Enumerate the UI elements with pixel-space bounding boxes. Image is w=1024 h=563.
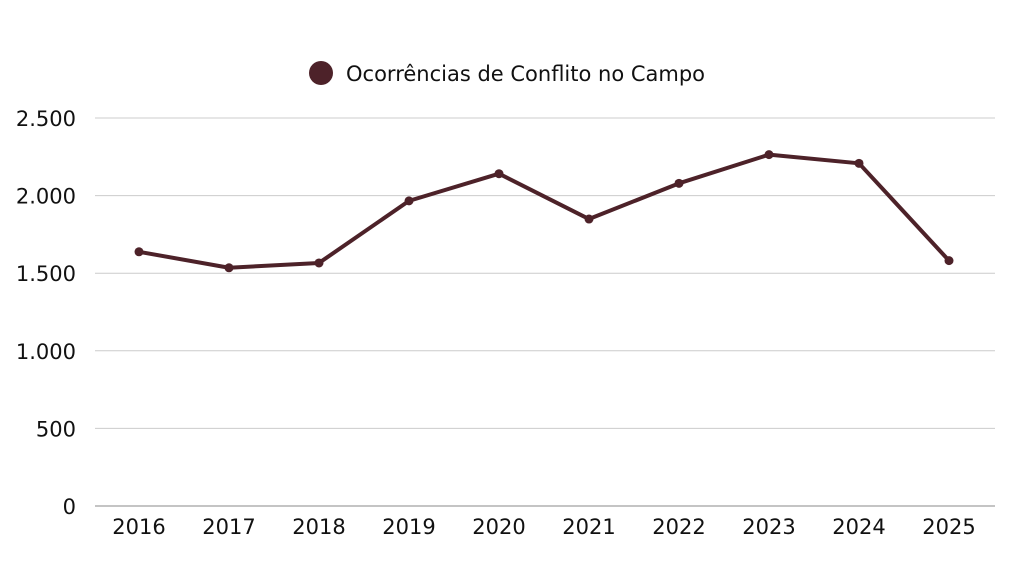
y-tick-label: 1.000 <box>16 340 76 364</box>
x-tick-label: 2016 <box>112 515 165 539</box>
x-tick-label: 2025 <box>922 515 975 539</box>
x-tick-label: 2024 <box>832 515 885 539</box>
x-tick-label: 2022 <box>652 515 705 539</box>
data-point-2020 <box>494 169 504 179</box>
y-tick-label: 1.500 <box>16 262 76 286</box>
y-tick-label: 2.500 <box>16 107 76 131</box>
x-tick-label: 2020 <box>472 515 525 539</box>
legend-marker <box>309 61 333 85</box>
data-point-2021 <box>584 214 594 224</box>
y-tick-label: 0 <box>63 495 76 519</box>
legend-label: Ocorrências de Conflito no Campo <box>346 62 705 86</box>
data-point-2018 <box>314 258 324 268</box>
y-tick-label: 500 <box>36 417 76 441</box>
data-point-2017 <box>224 263 234 273</box>
x-tick-label: 2017 <box>202 515 255 539</box>
series-line <box>138 152 951 270</box>
data-point-2019 <box>404 196 414 206</box>
data-point-2016 <box>134 247 144 257</box>
data-point-2024 <box>854 158 864 168</box>
x-tick-label: 2021 <box>562 515 615 539</box>
x-tick-label: 2019 <box>382 515 435 539</box>
data-point-2023 <box>764 150 774 160</box>
x-tick-label: 2018 <box>292 515 345 539</box>
x-tick-label: 2023 <box>742 515 795 539</box>
data-point-2025 <box>944 256 954 266</box>
data-point-2022 <box>674 178 684 188</box>
y-tick-label: 2.000 <box>16 185 76 209</box>
legend: Ocorrências de Conflito no Campo <box>309 61 705 86</box>
